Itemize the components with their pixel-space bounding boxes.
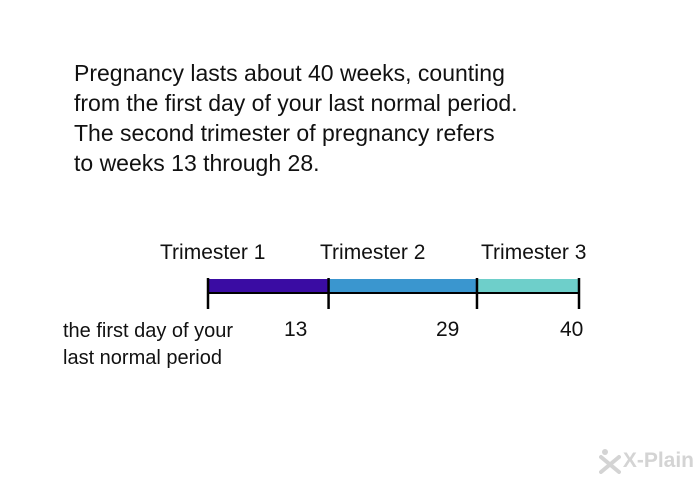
start-label-line-2: last normal period [63,347,222,369]
xplain-logo-icon [598,449,621,474]
trimester-3-label: Trimester 3 [481,241,587,264]
trimester-1-label: Trimester 1 [160,241,266,264]
start-label-line-1: the first day of your [63,320,234,342]
intro-line-4: to weeks 13 through 28. [74,150,320,176]
tick-label-29: 29 [436,318,460,341]
trimester-2-label: Trimester 2 [320,241,426,264]
tick-label-13: 13 [284,318,308,341]
intro-line-3: The second trimester of pregnancy refers [74,120,495,146]
trimester-3-bar [476,279,579,293]
trimester-1-bar [208,279,329,293]
trimester-2-bar [328,279,477,293]
watermark-text: X-Plain [622,449,694,472]
intro-line-2: from the first day of your last normal p… [74,90,518,116]
intro-line-1: Pregnancy lasts about 40 weeks, counting [74,60,505,86]
intro-paragraph: Pregnancy lasts about 40 weeks, counting… [74,58,634,178]
start-label: the first day of your last normal period [63,318,233,372]
xplain-watermark: X-Plain [598,448,694,474]
tick-label-40: 40 [560,318,584,341]
